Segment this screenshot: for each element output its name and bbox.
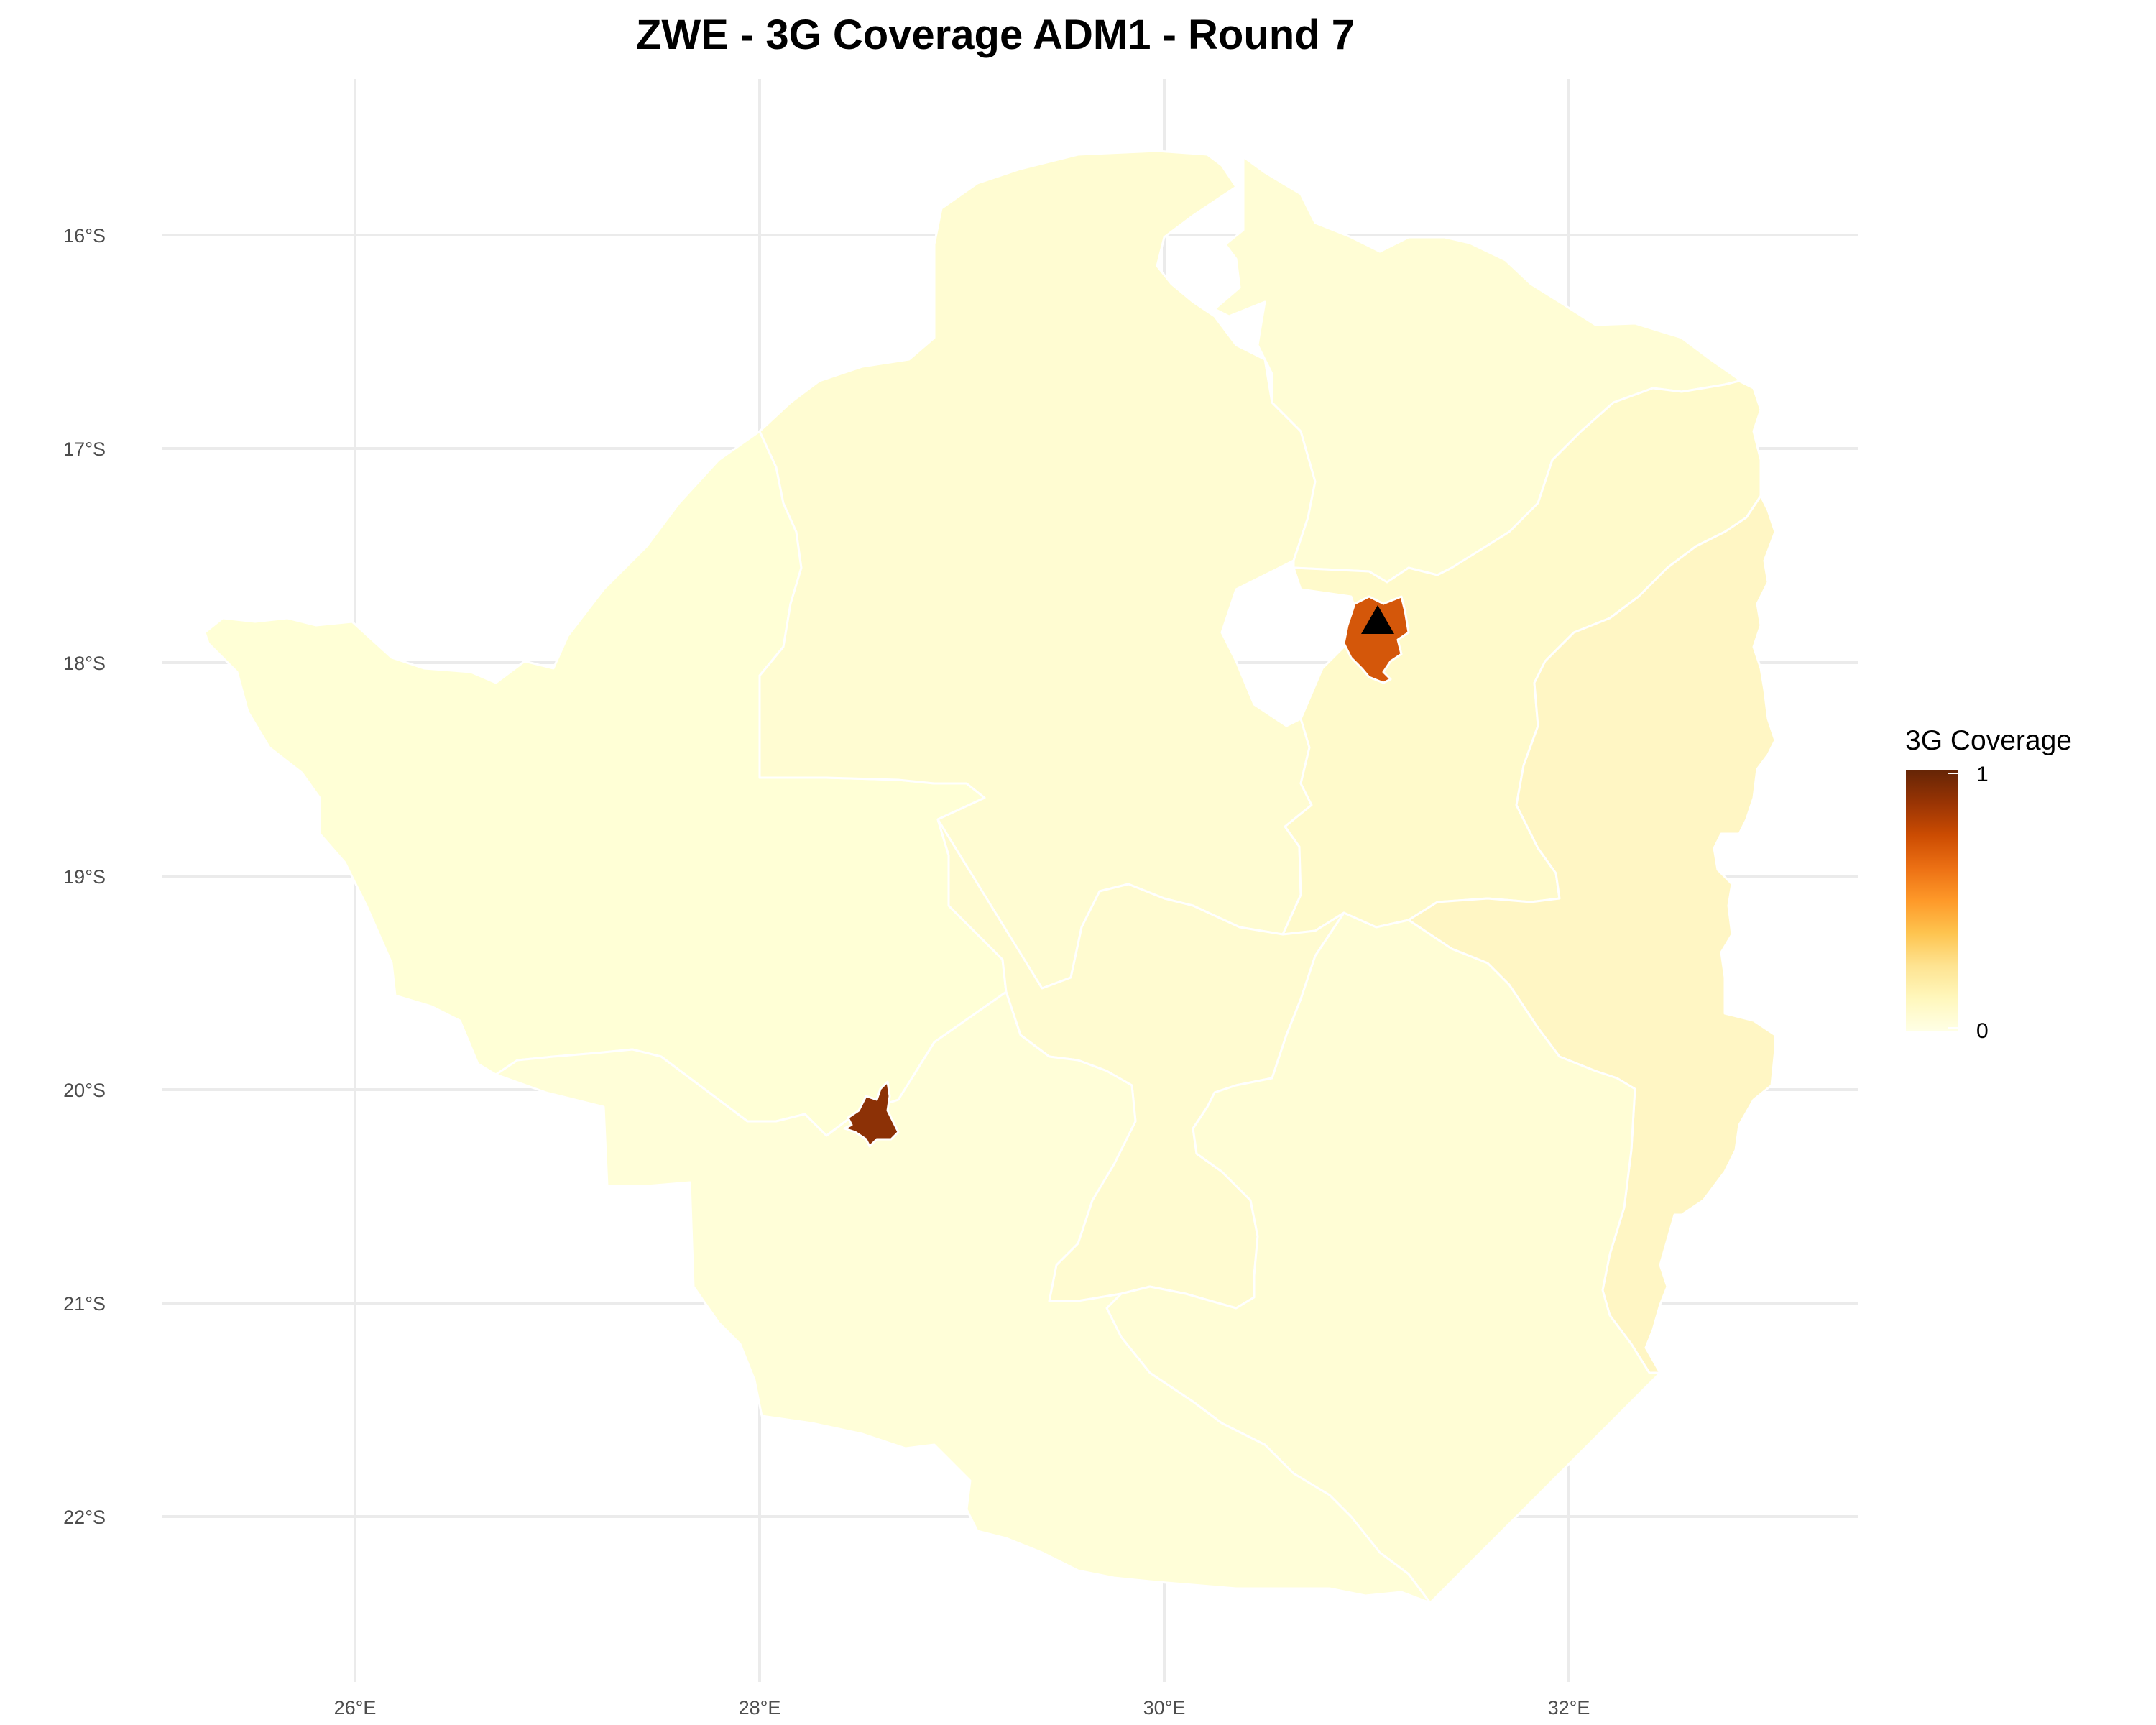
region-bulawayo: [843, 1080, 900, 1148]
region-mashonaland-west: [758, 150, 1317, 993]
y-tick-label: 18°S: [63, 653, 106, 674]
region-matabeleland-south: [494, 990, 1432, 1604]
y-tick-label: 21°S: [63, 1293, 106, 1315]
legend-label-min: 0: [1976, 1019, 1989, 1043]
y-axis-labels: 16°S 17°S 18°S 19°S 20°S 21°S 22°S: [63, 225, 106, 1528]
y-tick-label: 17°S: [63, 438, 106, 460]
x-tick-label: 28°E: [739, 1697, 781, 1719]
regions: [203, 150, 1777, 1604]
y-tick-label: 22°S: [63, 1506, 106, 1528]
region-harare: [1342, 595, 1410, 684]
x-tick-label: 32°E: [1548, 1697, 1590, 1719]
y-tick-label: 16°S: [63, 225, 106, 247]
x-tick-label: 26°E: [334, 1697, 377, 1719]
x-axis-labels: 26°E 28°E 30°E 32°E: [334, 1697, 1590, 1719]
legend-title: 3G Coverage: [1905, 725, 2072, 756]
legend-colorbar: [1906, 770, 1958, 1031]
y-tick-label: 20°S: [63, 1080, 106, 1101]
legend: 3G Coverage 1 0: [1905, 725, 2072, 1043]
region-manicaland: [1407, 494, 1777, 1374]
map-title: ZWE - 3G Coverage ADM1 - Round 7: [636, 12, 1355, 58]
legend-label-max: 1: [1976, 763, 1989, 786]
y-tick-label: 19°S: [63, 866, 106, 888]
capital-triangle-marker: [1361, 605, 1394, 634]
x-tick-label: 30°E: [1143, 1697, 1186, 1719]
